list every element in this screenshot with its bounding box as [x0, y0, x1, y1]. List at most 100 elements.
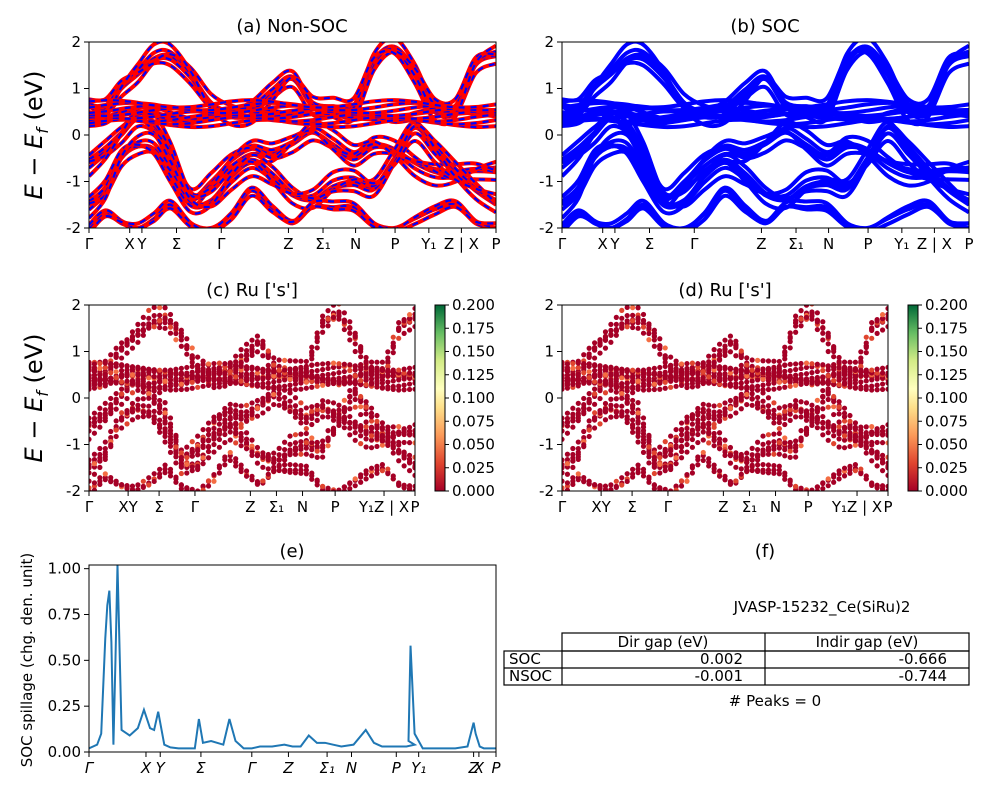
projection-point	[602, 378, 609, 384]
projection-point	[841, 359, 848, 365]
projection-point	[227, 378, 233, 384]
projection-point	[146, 325, 152, 331]
projection-point	[102, 364, 108, 371]
projection-point	[157, 417, 163, 423]
x-tick-label: Γ	[558, 235, 567, 253]
projection-point	[689, 427, 696, 433]
x-tick-label: N	[350, 235, 361, 253]
projection-point	[619, 413, 625, 419]
axes-frame	[88, 564, 497, 753]
projection-point	[167, 367, 174, 373]
projection-point	[162, 378, 168, 384]
projection-point	[689, 412, 696, 418]
projection-point	[820, 399, 826, 405]
projection-point	[146, 395, 152, 401]
projection-point	[640, 466, 647, 472]
projection-point	[162, 418, 168, 425]
projection-point	[765, 365, 772, 371]
projection-point	[662, 363, 668, 370]
projection-point	[700, 401, 706, 407]
projection-point	[292, 395, 299, 401]
projection-point	[157, 373, 163, 379]
projection-point	[178, 482, 184, 488]
projection-point	[124, 337, 130, 343]
projection-point	[238, 373, 244, 379]
projection-point	[358, 354, 364, 360]
projection-point	[97, 381, 103, 388]
projection-point	[803, 360, 810, 366]
projection-point	[243, 446, 250, 452]
projection-point	[178, 486, 184, 491]
projection-point	[406, 315, 413, 322]
projection-point	[108, 375, 114, 381]
projection-point	[330, 314, 337, 320]
projection-point	[347, 337, 353, 343]
projection-point	[309, 356, 315, 362]
projection-point	[809, 361, 815, 367]
projection-point	[243, 341, 250, 347]
projection-point	[406, 452, 413, 458]
projection-point	[341, 374, 347, 381]
colorbar-tick-label: 0.025	[925, 459, 968, 477]
projection-point	[320, 442, 326, 448]
projection-point	[711, 378, 717, 384]
projection-point	[320, 382, 326, 388]
projection-point	[841, 445, 848, 451]
projection-point	[89, 373, 92, 379]
projection-point	[309, 362, 315, 368]
projection-point	[624, 312, 630, 319]
projection-point	[657, 444, 663, 450]
projection-point	[662, 449, 668, 456]
projection-point	[798, 360, 804, 367]
projection-point	[608, 331, 614, 337]
projection-point	[613, 321, 619, 327]
projection-point	[249, 412, 255, 418]
projection-point	[108, 434, 114, 441]
projection-point	[711, 353, 717, 359]
projection-point	[254, 333, 261, 339]
projection-point	[836, 381, 842, 388]
projection-point	[243, 473, 250, 479]
projection-point	[608, 487, 614, 491]
projection-point	[836, 476, 842, 482]
projection-point	[129, 417, 136, 423]
projection-point	[200, 437, 206, 443]
projection-point	[205, 478, 212, 484]
projection-point	[151, 471, 157, 477]
projection-point	[841, 414, 848, 420]
projection-point	[119, 355, 125, 361]
projection-point	[309, 470, 315, 476]
projection-point	[412, 370, 415, 376]
projection-point	[401, 427, 407, 433]
projection-point	[673, 373, 679, 379]
projection-point	[744, 384, 750, 390]
projection-point	[608, 327, 614, 333]
projection-point	[162, 470, 168, 476]
projection-point	[412, 488, 415, 491]
projection-point	[863, 350, 869, 356]
band-line	[562, 106, 969, 118]
projection-point	[782, 356, 788, 362]
projection-point	[619, 403, 625, 409]
projection-point	[562, 457, 565, 463]
projection-point	[97, 375, 103, 382]
projection-point	[592, 386, 598, 392]
projection-point	[341, 378, 347, 384]
projection-point	[97, 445, 103, 452]
projection-point	[814, 484, 820, 490]
projection-point	[581, 434, 587, 441]
projection-point	[368, 426, 375, 432]
projection-point	[303, 385, 309, 391]
projection-point	[847, 424, 853, 430]
projection-point	[119, 340, 125, 346]
projection-point	[336, 422, 342, 429]
colorbar-tick-label: 0.100	[925, 389, 968, 407]
projection-point	[385, 379, 391, 385]
projection-point	[97, 451, 103, 458]
projection-point	[287, 408, 293, 415]
projection-point	[282, 454, 288, 460]
projection-point	[222, 439, 228, 446]
projection-point	[341, 414, 347, 420]
x-tick-label: Σ	[627, 498, 636, 516]
projection-point	[722, 377, 728, 383]
